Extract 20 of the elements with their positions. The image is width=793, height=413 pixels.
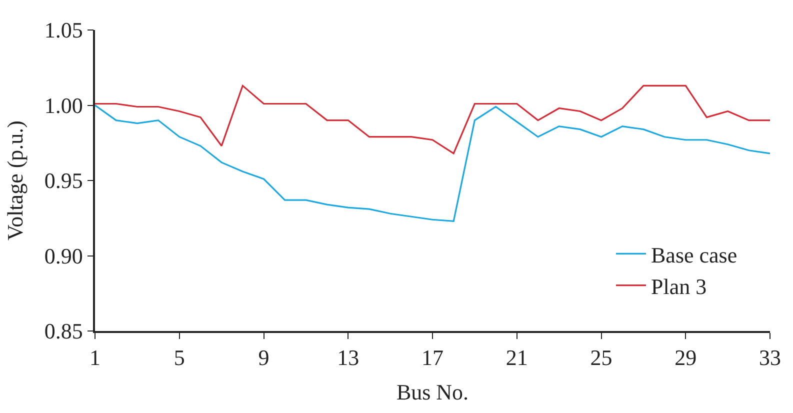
x-tick-label: 25 bbox=[590, 345, 612, 370]
legend-label: Base case bbox=[651, 242, 738, 268]
x-tick-label: 21 bbox=[506, 345, 528, 370]
y-tick-label: 0.90 bbox=[44, 243, 83, 268]
x-axis-title: Bus No. bbox=[396, 380, 469, 405]
line-series bbox=[95, 104, 770, 222]
x-tick-label: 29 bbox=[674, 345, 697, 370]
x-tick-label: 5 bbox=[174, 345, 185, 370]
y-tick-label: 1.05 bbox=[44, 18, 83, 43]
x-tick-label: 17 bbox=[422, 345, 444, 370]
y-tick-label: 1.00 bbox=[44, 92, 83, 118]
x-tick-label: 9 bbox=[258, 345, 270, 370]
legend-label: Plan 3 bbox=[651, 274, 707, 299]
y-axis-title: Voltage (p.u.) bbox=[2, 120, 28, 240]
y-tick-label: 0.95 bbox=[44, 168, 83, 194]
x-tick-label: 13 bbox=[337, 345, 360, 370]
x-tick-label: 33 bbox=[759, 345, 781, 370]
line-series bbox=[95, 84, 770, 154]
x-tick-label: 1 bbox=[90, 345, 100, 370]
y-tick-label: 0.85 bbox=[44, 318, 83, 344]
